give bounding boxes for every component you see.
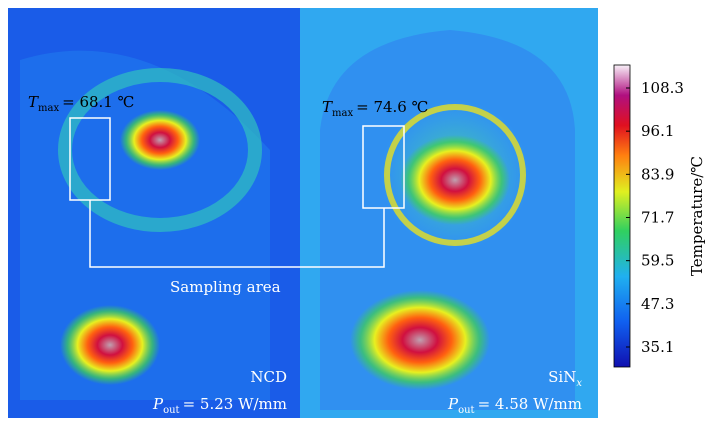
right-image [300,8,598,418]
tick-label: 83.9 [641,165,674,183]
tick-label: 71.7 [641,209,674,227]
tick-label: 35.1 [641,338,674,356]
colorbar [614,65,630,367]
tick-label: 108.3 [641,79,684,97]
figure: Sampling area Tmax= 68.1 ℃ Tmax= 74.6 ℃ … [0,0,713,426]
left-image [8,8,300,418]
tick-label: 59.5 [641,252,674,270]
colorbar-ticks: 108.3 96.1 83.9 71.7 59.5 47.3 35.1 [626,79,684,356]
tick-label: 96.1 [641,122,674,140]
sampling-label: Sampling area [170,278,281,296]
material-left: NCD [250,368,287,386]
colorbar-label: Temperature/℃ [688,156,706,276]
tick-label: 47.3 [641,295,674,313]
